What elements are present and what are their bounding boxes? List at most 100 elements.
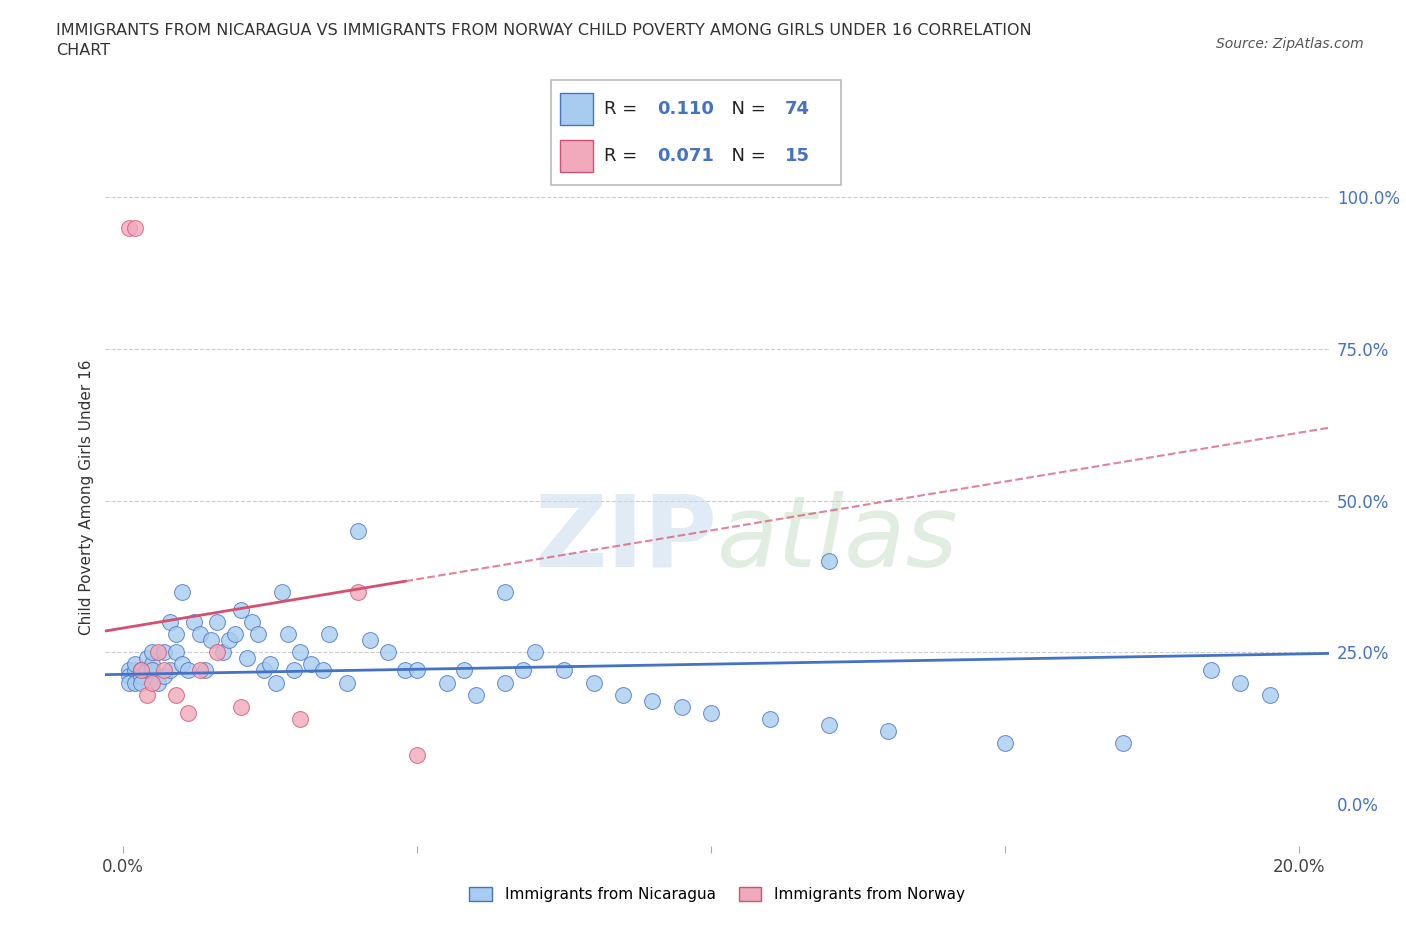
Point <box>205 644 228 659</box>
Point <box>1229 675 1251 690</box>
Point <box>553 663 575 678</box>
Text: N =: N = <box>720 147 770 165</box>
Point <box>124 663 146 678</box>
Point <box>259 657 281 671</box>
Point <box>347 524 370 538</box>
Point <box>700 706 723 721</box>
Point <box>188 663 211 678</box>
Point <box>335 675 357 690</box>
Point <box>224 627 246 642</box>
Point <box>312 663 335 678</box>
Point <box>129 675 152 690</box>
Text: atlas: atlas <box>717 491 959 588</box>
Point <box>347 584 370 599</box>
Point <box>118 663 141 678</box>
Point <box>494 584 516 599</box>
Point <box>318 627 340 642</box>
Point <box>159 615 181 630</box>
Text: R =: R = <box>605 147 644 165</box>
Text: 74: 74 <box>785 100 810 118</box>
Point <box>406 663 429 678</box>
Point <box>165 627 187 642</box>
Text: 15: 15 <box>785 147 810 165</box>
Text: 0.071: 0.071 <box>658 147 714 165</box>
Text: ZIP: ZIP <box>534 491 717 588</box>
Point <box>235 651 257 666</box>
Point <box>582 675 605 690</box>
Point <box>141 657 163 671</box>
Point <box>523 644 546 659</box>
Point <box>612 687 634 702</box>
Point <box>153 663 176 678</box>
Text: IMMIGRANTS FROM NICARAGUA VS IMMIGRANTS FROM NORWAY CHILD POVERTY AMONG GIRLS UN: IMMIGRANTS FROM NICARAGUA VS IMMIGRANTS … <box>56 23 1032 58</box>
Point <box>264 675 287 690</box>
Point <box>124 675 146 690</box>
Point <box>1199 663 1222 678</box>
Point <box>135 687 157 702</box>
Point <box>247 627 270 642</box>
Point <box>165 644 187 659</box>
Point <box>1258 687 1281 702</box>
Point <box>148 644 170 659</box>
Point <box>212 644 235 659</box>
Point <box>118 675 141 690</box>
Point <box>200 632 222 647</box>
Point <box>153 669 176 684</box>
Text: Source: ZipAtlas.com: Source: ZipAtlas.com <box>1216 37 1364 51</box>
Point <box>159 663 181 678</box>
Point <box>148 675 170 690</box>
Point <box>994 736 1017 751</box>
Point <box>759 711 782 726</box>
Text: R =: R = <box>605 100 644 118</box>
Point <box>135 651 157 666</box>
Point <box>494 675 516 690</box>
Point <box>141 675 163 690</box>
Point <box>817 718 839 733</box>
Point <box>671 699 693 714</box>
Point <box>205 615 228 630</box>
Point <box>141 644 163 659</box>
Point <box>270 584 292 599</box>
Point <box>377 644 399 659</box>
Point <box>465 687 488 702</box>
Point <box>876 724 898 738</box>
Point <box>124 220 146 235</box>
Point <box>218 632 240 647</box>
Point <box>1112 736 1135 751</box>
Point <box>183 615 205 630</box>
Point <box>165 687 187 702</box>
Point <box>817 553 839 568</box>
Legend: Immigrants from Nicaragua, Immigrants from Norway: Immigrants from Nicaragua, Immigrants fr… <box>464 881 970 909</box>
Point <box>129 663 152 678</box>
Point <box>129 663 152 678</box>
Point <box>253 663 276 678</box>
Point <box>299 657 322 671</box>
Point <box>141 663 163 678</box>
FancyBboxPatch shape <box>560 93 593 125</box>
Point <box>170 584 193 599</box>
Text: N =: N = <box>720 100 770 118</box>
Point <box>288 644 311 659</box>
Point <box>129 669 152 684</box>
Point <box>406 748 429 763</box>
Point <box>177 706 200 721</box>
FancyBboxPatch shape <box>551 80 841 185</box>
Point <box>118 669 141 684</box>
Point <box>288 711 311 726</box>
Point <box>194 663 217 678</box>
Point <box>512 663 534 678</box>
Point <box>153 644 176 659</box>
FancyBboxPatch shape <box>560 140 593 172</box>
Point <box>641 693 664 708</box>
Point <box>436 675 458 690</box>
Point <box>283 663 305 678</box>
Text: 0.110: 0.110 <box>658 100 714 118</box>
Point <box>359 632 381 647</box>
Point <box>135 663 157 678</box>
Point <box>229 699 252 714</box>
Point <box>394 663 416 678</box>
Y-axis label: Child Poverty Among Girls Under 16: Child Poverty Among Girls Under 16 <box>79 360 94 635</box>
Point <box>188 627 211 642</box>
Point <box>277 627 299 642</box>
Point <box>242 615 264 630</box>
